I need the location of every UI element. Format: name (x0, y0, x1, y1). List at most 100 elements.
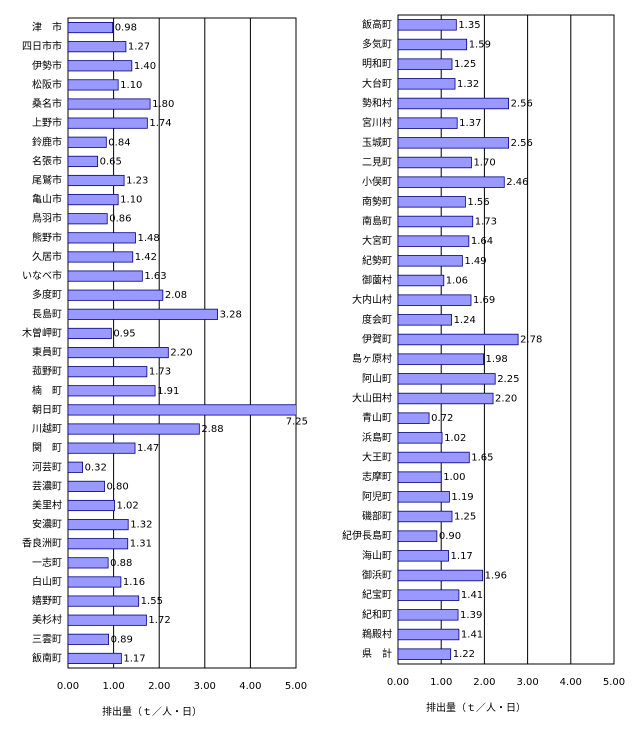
category-label: 鈴鹿市 (32, 135, 62, 148)
value-label: 1.47 (137, 443, 159, 454)
bar (68, 633, 109, 645)
bar (398, 156, 472, 169)
value-label: 1.80 (152, 99, 174, 110)
bar (398, 353, 484, 365)
value-label: 0.32 (85, 462, 107, 473)
category-label: 鳥羽市 (32, 212, 62, 225)
bar (398, 471, 442, 483)
value-label: 1.10 (120, 195, 142, 206)
bar (398, 19, 457, 31)
bar (68, 98, 151, 110)
bar (68, 79, 119, 91)
value-label: 0.88 (110, 558, 132, 569)
value-label: 0.80 (106, 481, 128, 492)
category-label: 紀勢町 (362, 254, 392, 267)
bar (398, 215, 474, 228)
value-label: 1.48 (137, 233, 159, 244)
bar (398, 510, 453, 523)
value-label: 1.02 (444, 433, 466, 444)
bar (68, 423, 200, 435)
value-label: 1.16 (123, 577, 145, 588)
category-label: 安濃町 (32, 518, 62, 531)
category-label: 多度町 (32, 288, 62, 301)
x-tick-label: 5.00 (285, 681, 307, 692)
category-label: 伊賀町 (362, 334, 392, 346)
bar (398, 609, 459, 621)
x-tick-label: 1.00 (430, 677, 452, 688)
bar (68, 60, 133, 72)
bar (68, 41, 127, 53)
category-label: 大内山村 (352, 293, 392, 306)
bar (68, 136, 107, 148)
bar (68, 327, 112, 340)
category-label: 御薗村 (362, 274, 392, 287)
plot-frame (67, 17, 297, 669)
value-label: 1.64 (471, 236, 493, 247)
category-label: 県 計 (362, 647, 392, 660)
category-label: 香良洲町 (22, 537, 62, 550)
value-label: 1.39 (460, 610, 482, 621)
x-tick-label: 2.00 (473, 677, 495, 688)
bar (68, 538, 129, 550)
bar (68, 499, 115, 512)
value-label: 0.90 (439, 531, 461, 542)
bar (68, 213, 108, 225)
category-label: 磯部町 (362, 510, 392, 523)
category-label: 度会町 (362, 313, 392, 326)
x-axis-label: 排出量（ｔ／人・日） (426, 701, 526, 714)
x-axis-label: 排出量（ｔ／人・日） (102, 705, 202, 718)
bar (68, 614, 147, 626)
value-label: 1.69 (473, 295, 495, 306)
category-label: 四日市市 (22, 40, 62, 53)
value-label: 1.98 (486, 354, 508, 365)
value-label: 1.06 (446, 276, 468, 287)
value-label: 1.00 (443, 472, 465, 483)
bar (398, 628, 460, 641)
value-label: 2.78 (520, 335, 542, 346)
value-label: 1.73 (475, 217, 497, 228)
value-label: 1.22 (453, 649, 475, 660)
category-label: 関 町 (32, 442, 62, 454)
value-label: 2.46 (506, 177, 528, 188)
value-label: 2.88 (201, 424, 223, 435)
category-label: 一志町 (32, 556, 62, 569)
bar (68, 232, 136, 244)
bar (398, 648, 452, 660)
bar (398, 373, 496, 385)
value-label: 3.28 (220, 309, 242, 320)
category-label: 大宮町 (362, 234, 392, 247)
category-label: 志摩町 (362, 470, 392, 483)
value-label: 0.86 (109, 214, 131, 225)
value-label: 1.55 (141, 596, 163, 607)
bar (68, 289, 164, 301)
category-label: 川越町 (32, 422, 62, 435)
category-label: 飯南町 (32, 651, 62, 664)
category-label: 阿山町 (362, 373, 392, 385)
category-label: 桑名市 (32, 97, 62, 110)
value-label: 1.65 (471, 453, 493, 464)
bar (398, 333, 519, 346)
value-label: 1.31 (130, 539, 152, 550)
value-label: 1.23 (126, 176, 148, 187)
value-label: 1.17 (123, 653, 145, 664)
bars (68, 21, 296, 665)
category-label: 御浜町 (362, 569, 392, 582)
bar (398, 550, 449, 562)
value-label: 1.02 (117, 501, 139, 512)
category-label: 三雲町 (32, 633, 62, 645)
value-label: 1.25 (454, 512, 476, 523)
value-label: 1.37 (459, 118, 481, 129)
category-label: 木曽岬町 (22, 326, 62, 339)
bar (398, 78, 456, 90)
x-tick-label: 1.00 (102, 681, 124, 692)
value-label: 1.40 (134, 61, 156, 72)
bar (398, 117, 458, 129)
value-label: 1.56 (467, 197, 489, 208)
category-label: 南勢町 (362, 195, 392, 208)
bar (68, 308, 218, 320)
bar (68, 404, 296, 416)
category-label: 名張市 (32, 154, 62, 167)
value-label: 2.25 (497, 374, 519, 385)
category-label: 紀伊長島町 (342, 529, 392, 542)
